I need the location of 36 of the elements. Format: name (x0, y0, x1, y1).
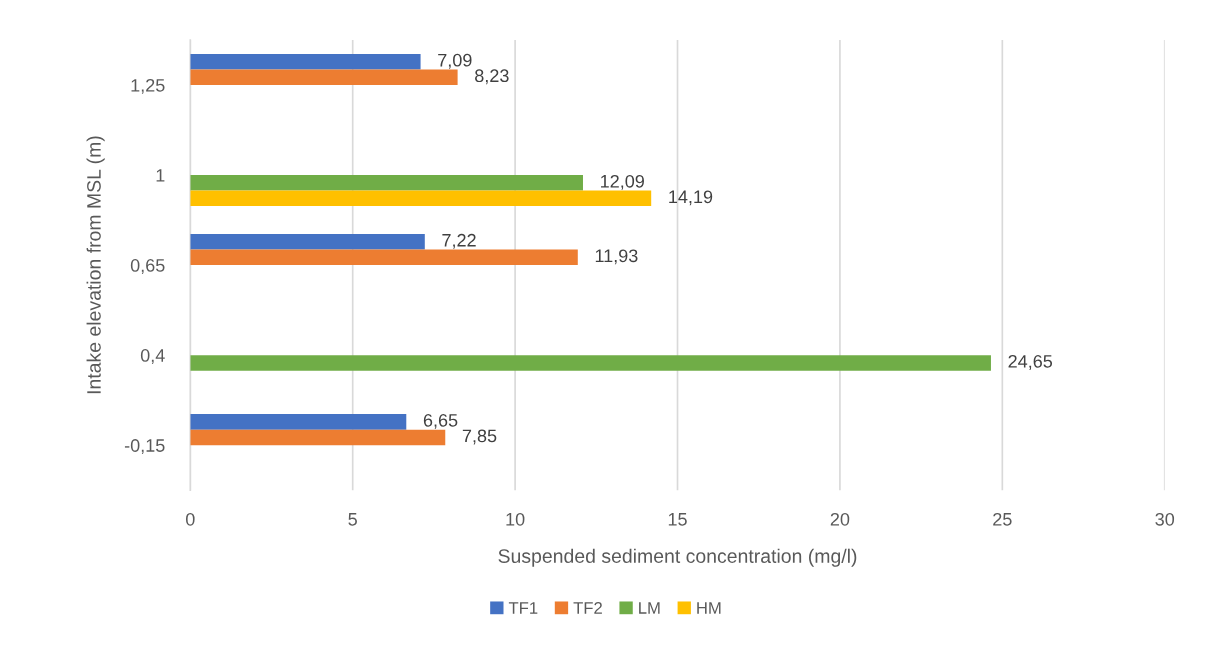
bar (190, 190, 652, 207)
y-tick-label: 0,65 (130, 259, 165, 274)
legend-label: TF2 (573, 602, 602, 614)
x-tick-label: 20 (830, 512, 850, 526)
x-tick-label: 25 (993, 512, 1012, 526)
x-tick-label: 0 (185, 512, 195, 526)
data-label: 12,09 (601, 174, 644, 190)
data-label: 14,19 (669, 190, 713, 206)
bar (190, 234, 425, 250)
bar (190, 175, 583, 191)
bar (190, 53, 421, 70)
legend-label: LM (639, 602, 660, 614)
y-tick-label: 0,4 (140, 349, 165, 364)
y-tick-label: 1 (156, 169, 165, 182)
data-label: 7,22 (442, 233, 476, 249)
bar (190, 414, 407, 430)
x-tick-label: 15 (668, 513, 687, 526)
x-tick-label: 10 (506, 512, 525, 526)
x-tick-label: 30 (1155, 512, 1175, 526)
bar (190, 249, 578, 266)
bar (190, 355, 991, 371)
data-label: 24,65 (1008, 354, 1053, 370)
data-label: 8,23 (475, 69, 509, 85)
y-axis-title: Intake elevation from MSL (m) (86, 136, 105, 394)
data-label: 11,93 (595, 249, 638, 265)
legend-label: HM (697, 602, 721, 614)
legend-label: TF1 (508, 602, 538, 614)
data-label: 7,09 (438, 53, 472, 69)
bar (190, 429, 446, 446)
x-tick-label: 5 (348, 513, 357, 526)
data-label: 7,85 (462, 429, 497, 445)
y-tick-label: 1,25 (131, 78, 165, 94)
data-label: 6,65 (423, 413, 458, 429)
bar (190, 69, 458, 86)
x-axis-title: Suspended sediment concentration (mg/l) (498, 548, 857, 567)
y-tick-label: -0,15 (124, 439, 165, 455)
